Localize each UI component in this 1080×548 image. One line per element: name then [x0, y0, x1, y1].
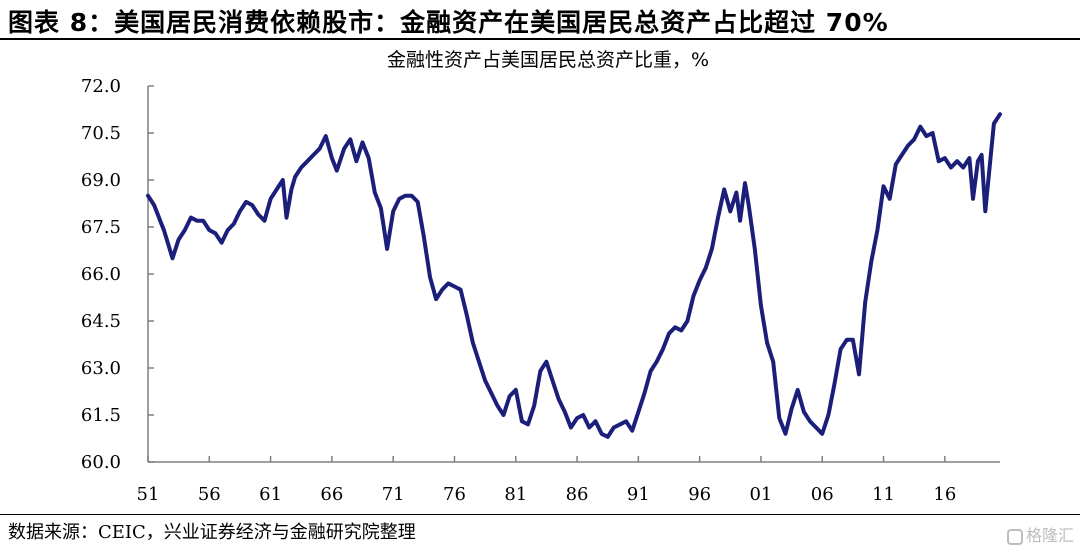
x-tick-label: 11	[872, 484, 895, 505]
watermark: 格隆汇	[1006, 522, 1074, 546]
x-tick-label: 91	[627, 484, 650, 505]
x-tick-label: 16	[933, 484, 956, 505]
x-tick-label: 51	[137, 484, 160, 505]
y-tick-label: 69.0	[81, 170, 121, 191]
x-tick-label: 81	[504, 484, 527, 505]
x-tick-label: 76	[443, 484, 466, 505]
watermark-logo-icon	[1006, 529, 1023, 545]
x-tick-label: 06	[811, 484, 834, 505]
y-tick-label: 63.0	[81, 358, 121, 379]
y-tick-label: 67.5	[81, 217, 121, 238]
top-rule	[0, 38, 1080, 40]
x-axis: 51 56 61 66 71 76 81 86 91 96 01 06 11 16	[137, 456, 1000, 505]
x-tick-label: 61	[259, 484, 282, 505]
source-note: 数据来源：CEIC，兴业证券经济与金融研究院整理	[8, 522, 416, 543]
chart-title: 金融性资产占美国居民总资产比重，%	[387, 49, 709, 71]
bottom-rule	[0, 514, 1080, 515]
y-tick-label: 60.0	[81, 452, 121, 473]
y-tick-label: 61.5	[81, 405, 121, 426]
y-tick-label: 70.5	[81, 123, 121, 144]
x-tick-label: 71	[382, 484, 405, 505]
x-tick-label: 66	[320, 484, 343, 505]
watermark-text: 格隆汇	[1025, 526, 1074, 545]
y-axis: 72.0 70.5 69.0 67.5 66.0 64.5 63.0 61.5 60.0	[81, 76, 154, 473]
series-line	[146, 112, 1002, 439]
y-tick-label: 66.0	[81, 264, 121, 285]
x-tick-label: 86	[566, 484, 589, 505]
figure-title: 图表 8：美国居民消费依赖股市：金融资产在美国居民总资产占比超过 70%	[8, 8, 889, 37]
x-tick-label: 56	[198, 484, 221, 505]
y-tick-label: 72.0	[81, 76, 121, 97]
series-group	[146, 112, 1002, 439]
y-tick-label: 64.5	[81, 311, 121, 332]
x-tick-label: 96	[688, 484, 711, 505]
x-tick-label: 01	[749, 484, 772, 505]
